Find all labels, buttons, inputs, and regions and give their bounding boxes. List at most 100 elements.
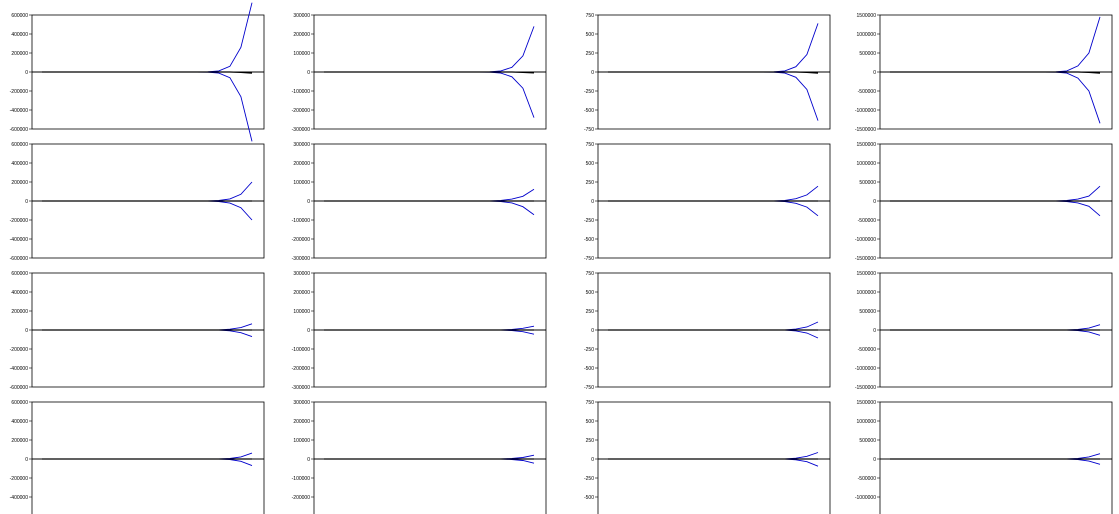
y-tick-label: -300000 bbox=[292, 385, 311, 391]
y-tick-label: 200000 bbox=[11, 438, 28, 444]
y-tick-label: 600000 bbox=[11, 142, 28, 148]
y-tick-label: 300000 bbox=[293, 142, 310, 148]
series-line-1 bbox=[324, 26, 535, 73]
y-tick-label: 0 bbox=[25, 199, 28, 205]
y-tick-label: -500 bbox=[584, 237, 594, 243]
plot-frame bbox=[31, 401, 265, 514]
y-tick-label: 200000 bbox=[293, 419, 310, 425]
y-tick-label: 0 bbox=[25, 457, 28, 463]
series-line-3 bbox=[890, 71, 1101, 74]
y-tick-label: -200000 bbox=[10, 347, 29, 353]
y-tick-label: -500000 bbox=[858, 218, 877, 224]
y-tick-label: 0 bbox=[25, 70, 28, 76]
y-tick-label: -400000 bbox=[10, 366, 29, 372]
y-tick-label: -1000000 bbox=[855, 495, 876, 501]
y-tick-label: 300000 bbox=[293, 13, 310, 19]
series-line-1 bbox=[42, 2, 253, 73]
y-tick-label: 1000000 bbox=[857, 161, 877, 167]
series-line-1 bbox=[42, 452, 253, 460]
y-tick-label: 1500000 bbox=[857, 400, 877, 406]
y-tick-label: -100000 bbox=[292, 218, 311, 224]
y-tick-label: -250 bbox=[584, 218, 594, 224]
series-line-2 bbox=[890, 329, 1101, 336]
y-tick-label: -200000 bbox=[292, 495, 311, 501]
y-tick-label: -600000 bbox=[10, 127, 29, 133]
y-tick-label: 250 bbox=[586, 51, 595, 57]
y-tick-label: 500 bbox=[586, 161, 595, 167]
y-tick-label: 1000000 bbox=[857, 290, 877, 296]
series-line-2 bbox=[890, 458, 1101, 465]
y-tick-label: -200000 bbox=[292, 108, 311, 114]
chart-panel-1: 600000 400000 200000 0 -200000 -400000 -600000 bbox=[10, 2, 265, 142]
y-tick-label: -200000 bbox=[292, 366, 311, 372]
chart-panel-5: 600000 400000 200000 0 -200000 -400000 -600000 bbox=[10, 142, 265, 262]
y-tick-label: -500 bbox=[584, 495, 594, 501]
y-tick-label: 200000 bbox=[11, 309, 28, 315]
y-tick-label: -400000 bbox=[10, 495, 29, 501]
series-line-1 bbox=[890, 185, 1101, 202]
y-tick-label: 0 bbox=[591, 328, 594, 334]
y-tick-label: -1000000 bbox=[855, 237, 876, 243]
y-tick-label: -500 bbox=[584, 366, 594, 372]
y-tick-label: 400000 bbox=[11, 419, 28, 425]
y-tick-label: 750 bbox=[586, 142, 595, 148]
y-tick-label: 0 bbox=[307, 70, 310, 76]
y-tick-label: -750 bbox=[584, 256, 594, 262]
chart-panel-12: 1500000 1000000 500000 0 -500000 -1000000 -150… bbox=[855, 271, 1113, 391]
y-tick-label: 200000 bbox=[293, 161, 310, 167]
series-line-1 bbox=[608, 321, 819, 331]
y-tick-label: 400000 bbox=[11, 161, 28, 167]
y-tick-label: 100000 bbox=[293, 309, 310, 315]
y-tick-label: 300000 bbox=[293, 271, 310, 277]
y-tick-label: 0 bbox=[873, 457, 876, 463]
y-tick-label: -400000 bbox=[10, 108, 29, 114]
y-tick-label: 1500000 bbox=[857, 13, 877, 19]
y-tick-label: 200000 bbox=[11, 51, 28, 57]
y-tick-label: 600000 bbox=[11, 400, 28, 406]
chart-panel-2: 300000 200000 100000 0 -100000 -200000 -300000 bbox=[292, 13, 547, 133]
y-tick-label: -1500000 bbox=[855, 256, 876, 262]
y-tick-label: 200000 bbox=[293, 290, 310, 296]
y-tick-label: 500000 bbox=[859, 438, 876, 444]
y-tick-label: -250 bbox=[584, 476, 594, 482]
y-tick-label: 500 bbox=[586, 419, 595, 425]
series-line-2 bbox=[42, 329, 253, 338]
series-line-1 bbox=[42, 323, 253, 331]
y-tick-label: 0 bbox=[873, 70, 876, 76]
y-tick-label: -750 bbox=[584, 127, 594, 133]
y-tick-label: -200000 bbox=[10, 218, 29, 224]
y-tick-label: -1000000 bbox=[855, 108, 876, 114]
y-tick-label: 200000 bbox=[11, 180, 28, 186]
y-tick-label: 0 bbox=[307, 328, 310, 334]
y-tick-label: 750 bbox=[586, 271, 595, 277]
y-tick-label: -200000 bbox=[10, 89, 29, 95]
series-line-1 bbox=[42, 181, 253, 202]
chart-panel-11: 750 500 250 0 -250 -500 -750 bbox=[584, 271, 831, 391]
series-line-2 bbox=[324, 329, 535, 335]
series-line-3 bbox=[608, 71, 819, 74]
series-line-2 bbox=[890, 200, 1101, 217]
y-tick-label: -250 bbox=[584, 347, 594, 353]
y-tick-label: 500 bbox=[586, 290, 595, 296]
y-tick-label: -100000 bbox=[292, 476, 311, 482]
series-line-2 bbox=[42, 71, 253, 142]
y-tick-label: 600000 bbox=[11, 13, 28, 19]
series-line-2 bbox=[42, 458, 253, 467]
y-tick-label: 250 bbox=[586, 180, 595, 186]
y-tick-label: -1500000 bbox=[855, 127, 876, 133]
y-tick-label: -300000 bbox=[292, 256, 311, 262]
y-tick-label: -200000 bbox=[10, 476, 29, 482]
series-line-2 bbox=[324, 71, 535, 118]
y-tick-label: 500 bbox=[586, 32, 595, 38]
y-tick-label: 500000 bbox=[859, 51, 876, 57]
y-tick-label: 100000 bbox=[293, 51, 310, 57]
series-line-2 bbox=[42, 200, 253, 221]
series-line-3 bbox=[42, 71, 253, 74]
series-line-1 bbox=[890, 453, 1101, 460]
y-tick-label: -500000 bbox=[858, 347, 877, 353]
chart-panel-8: 1500000 1000000 500000 0 -500000 -1000000 -150… bbox=[855, 142, 1113, 262]
